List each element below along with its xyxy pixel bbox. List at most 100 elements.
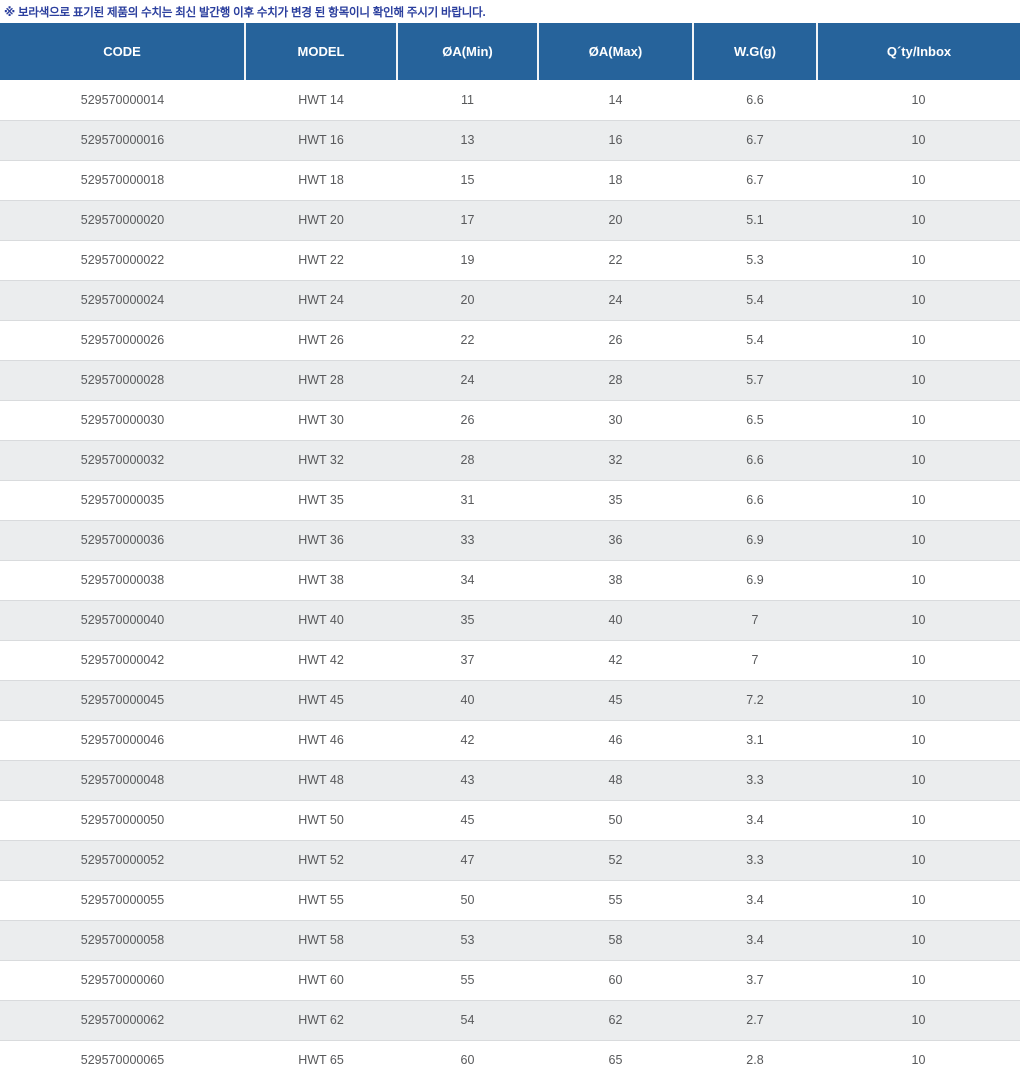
cell-weight: 7.2 <box>746 693 764 707</box>
cell-a-min: 55 <box>460 973 475 987</box>
cell-model: HWT 40 <box>298 613 344 627</box>
cell-model: HWT 35 <box>298 493 344 507</box>
table-row: 529570000022 HWT 22 19 22 5.3 10 <box>0 240 1020 280</box>
cell-weight: 5.3 <box>746 253 764 267</box>
cell-qty: 10 <box>911 493 926 507</box>
cell-model: HWT 24 <box>298 293 344 307</box>
cell-a-min: 11 <box>461 92 474 107</box>
cell-a-min: 53 <box>460 933 475 947</box>
cell-model: HWT 48 <box>298 773 344 787</box>
table-row: 529570000028 HWT 28 24 28 5.7 10 <box>0 360 1020 400</box>
cell-qty: 10 <box>911 453 926 467</box>
cell-a-max: 40 <box>608 613 623 627</box>
cell-a-max: 16 <box>608 133 623 147</box>
cell-qty: 10 <box>911 693 926 707</box>
cell-a-max: 30 <box>608 413 623 427</box>
column-header-qty: Q´ty/Inbox <box>817 23 1020 80</box>
revision-note: ※ 보라색으로 표기된 제품의 수치는 최신 발간행 이후 수치가 변경 된 항… <box>4 7 486 19</box>
table-row: 529570000035 HWT 35 31 35 6.6 10 <box>0 480 1020 520</box>
cell-model: HWT 45 <box>298 693 344 707</box>
cell-a-max: 60 <box>608 973 623 987</box>
cell-model: HWT 46 <box>298 733 344 747</box>
cell-qty: 10 <box>911 973 926 987</box>
table-row: 529570000065 HWT 65 60 65 2.8 10 <box>0 1040 1020 1080</box>
cell-code: 529570000062 <box>80 1013 165 1027</box>
cell-code: 529570000046 <box>80 733 165 747</box>
cell-a-min: 20 <box>460 293 475 307</box>
cell-model: HWT 65 <box>298 1053 344 1068</box>
cell-a-min: 47 <box>460 853 475 867</box>
cell-code: 529570000042 <box>80 653 165 667</box>
cell-a-min: 37 <box>460 653 475 667</box>
cell-a-min: 17 <box>460 213 475 227</box>
product-spec-table: CODE MODEL ØA(Min) ØA(Max) W.G(g) Q´ty/I… <box>0 23 1020 1080</box>
cell-a-max: 18 <box>608 173 623 187</box>
column-header-a-max: ØA(Max) <box>538 23 694 80</box>
cell-model: HWT 14 <box>298 92 344 107</box>
table-row: 529570000036 HWT 36 33 36 6.9 10 <box>0 520 1020 560</box>
table-row: 529570000016 HWT 16 13 16 6.7 10 <box>0 120 1020 160</box>
cell-code: 529570000052 <box>80 853 165 867</box>
cell-model: HWT 32 <box>298 453 344 467</box>
cell-a-min: 33 <box>460 533 475 547</box>
table-row: 529570000042 HWT 42 37 42 7 10 <box>0 640 1020 680</box>
table-row: 529570000040 HWT 40 35 40 7 10 <box>0 600 1020 640</box>
column-header-code: CODE <box>0 23 246 80</box>
table-row: 529570000055 HWT 55 50 55 3.4 10 <box>0 880 1020 920</box>
cell-model: HWT 38 <box>298 573 344 587</box>
table-row: 529570000060 HWT 60 55 60 3.7 10 <box>0 960 1020 1000</box>
table-row: 529570000046 HWT 46 42 46 3.1 10 <box>0 720 1020 760</box>
cell-a-min: 34 <box>460 573 475 587</box>
column-header-a-min: ØA(Min) <box>397 23 539 80</box>
cell-weight: 5.4 <box>746 293 764 307</box>
table-row: 529570000052 HWT 52 47 52 3.3 10 <box>0 840 1020 880</box>
cell-qty: 10 <box>911 173 926 187</box>
table-row: 529570000045 HWT 45 40 45 7.2 10 <box>0 680 1020 720</box>
cell-qty: 10 <box>911 893 926 907</box>
cell-weight: 3.3 <box>746 773 764 787</box>
cell-a-max: 52 <box>608 853 623 867</box>
cell-qty: 10 <box>911 733 926 747</box>
cell-model: HWT 36 <box>298 533 344 547</box>
cell-a-max: 45 <box>608 693 623 707</box>
cell-a-min: 28 <box>460 453 475 467</box>
cell-weight: 6.6 <box>746 493 764 507</box>
cell-weight: 6.5 <box>746 413 764 427</box>
table-row: 529570000014 HWT 14 11 14 6.6 10 <box>0 80 1020 120</box>
cell-a-max: 14 <box>608 92 623 107</box>
table-row: 529570000018 HWT 18 15 18 6.7 10 <box>0 160 1020 200</box>
cell-a-max: 32 <box>608 453 623 467</box>
cell-a-max: 50 <box>608 813 623 827</box>
cell-model: HWT 58 <box>298 933 344 947</box>
table-row: 529570000038 HWT 38 34 38 6.9 10 <box>0 560 1020 600</box>
cell-a-max: 62 <box>608 1013 623 1027</box>
cell-weight: 2.8 <box>746 1053 764 1068</box>
cell-qty: 10 <box>911 613 926 627</box>
cell-weight: 3.4 <box>746 813 764 827</box>
cell-model: HWT 30 <box>298 413 344 427</box>
cell-code: 529570000035 <box>80 493 165 507</box>
cell-qty: 10 <box>911 773 926 787</box>
table-body: 529570000014 HWT 14 11 14 6.6 10 5295700… <box>0 80 1020 1080</box>
cell-a-max: 28 <box>608 373 623 387</box>
cell-weight: 3.4 <box>746 933 764 947</box>
table-row: 529570000024 HWT 24 20 24 5.4 10 <box>0 280 1020 320</box>
cell-model: HWT 55 <box>298 893 344 907</box>
cell-a-min: 22 <box>460 333 475 347</box>
cell-a-max: 48 <box>608 773 623 787</box>
header-row: CODE MODEL ØA(Min) ØA(Max) W.G(g) Q´ty/I… <box>0 23 1020 80</box>
cell-weight: 6.6 <box>746 92 764 107</box>
cell-code: 529570000014 <box>80 92 165 107</box>
cell-a-min: 31 <box>460 493 475 507</box>
table-row: 529570000048 HWT 48 43 48 3.3 10 <box>0 760 1020 800</box>
cell-a-min: 54 <box>460 1013 475 1027</box>
cell-weight: 3.1 <box>746 733 764 747</box>
table-row: 529570000020 HWT 20 17 20 5.1 10 <box>0 200 1020 240</box>
cell-model: HWT 26 <box>298 333 344 347</box>
cell-qty: 10 <box>911 1053 926 1068</box>
table-row: 529570000030 HWT 30 26 30 6.5 10 <box>0 400 1020 440</box>
cell-qty: 10 <box>911 813 926 827</box>
cell-model: HWT 28 <box>298 373 344 387</box>
cell-qty: 10 <box>911 573 926 587</box>
